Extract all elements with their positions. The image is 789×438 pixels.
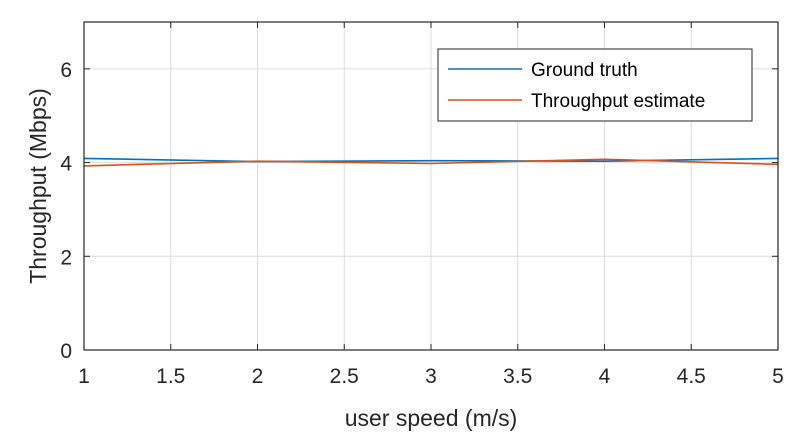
y-axis-label: Throughput (Mbps) (25, 88, 51, 284)
x-tick-labels: 1 1.5 2 2.5 3 3.5 4 4.5 5 (78, 365, 784, 388)
x-tick-label: 2 (252, 365, 264, 388)
series-line (83, 158, 779, 167)
y-tick-label: 6 (60, 59, 72, 82)
legend-items: Ground truth Throughput estimate (448, 60, 705, 112)
x-tick-label: 4 (599, 365, 611, 388)
x-tick-label: 4.5 (677, 365, 706, 388)
x-axis-label: user speed (m/s) (345, 405, 518, 431)
y-tick-label: 2 (60, 246, 72, 269)
x-tick-label: 5 (772, 365, 784, 388)
legend-box (437, 48, 753, 122)
x-tick-label: 1.5 (156, 365, 185, 388)
legend: Ground truth Throughput estimate (437, 48, 753, 122)
tick-layer (83, 22, 779, 351)
x-tick-label: 3.5 (503, 365, 532, 388)
x-tick-label: 3 (425, 365, 437, 388)
legend-label: Throughput estimate (531, 91, 705, 112)
x-tick-label: 2.5 (330, 365, 359, 388)
series-layer (83, 157, 779, 167)
legend-label: Ground truth (531, 60, 638, 81)
x-tick-label: 1 (78, 365, 90, 388)
y-tick-label: 0 (60, 340, 72, 363)
y-tick-label: 4 (60, 153, 72, 176)
y-tick-labels: 0 2 4 6 (60, 59, 72, 363)
